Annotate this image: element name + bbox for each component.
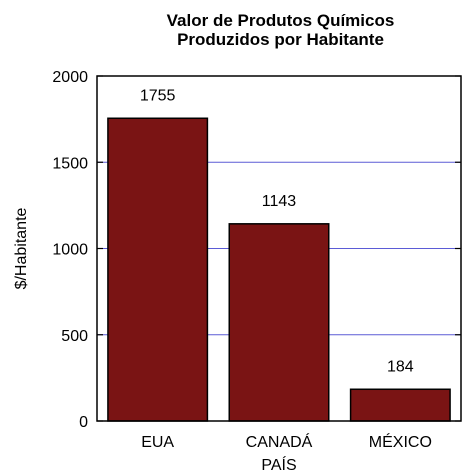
bar-EUA xyxy=(107,117,209,422)
y-tick-label: 1000 xyxy=(52,242,88,259)
bars xyxy=(107,117,451,422)
chart-title-line-1: Valor de Produtos Químicos xyxy=(166,11,395,30)
chart-title-line-2: Produzidos por Habitante xyxy=(177,30,384,49)
x-axis-title: PAÍS xyxy=(261,455,296,474)
y-tick-label: 0 xyxy=(79,414,88,431)
y-tick-label: 500 xyxy=(61,328,88,345)
value-label: 184 xyxy=(387,358,414,375)
x-tick-label: EUA xyxy=(141,434,174,451)
value-label: 1755 xyxy=(140,87,176,104)
bar-CANADÁ xyxy=(228,223,330,422)
x-tick-label: CANADÁ xyxy=(246,432,313,451)
y-tick-label: 2000 xyxy=(52,69,88,86)
y-tick-label: 1500 xyxy=(52,155,88,172)
x-axis-ticks: EUA CANADÁ MÉXICO xyxy=(141,432,432,451)
y-axis-title: $/Habitante xyxy=(13,207,30,289)
y-axis-ticks: 0 500 1000 1500 2000 xyxy=(52,69,461,431)
x-tick-label: MÉXICO xyxy=(369,432,432,451)
value-label: 1143 xyxy=(262,193,297,210)
bar-MÉXICO xyxy=(349,388,451,422)
value-labels: 1755 1143 184 xyxy=(140,87,414,375)
